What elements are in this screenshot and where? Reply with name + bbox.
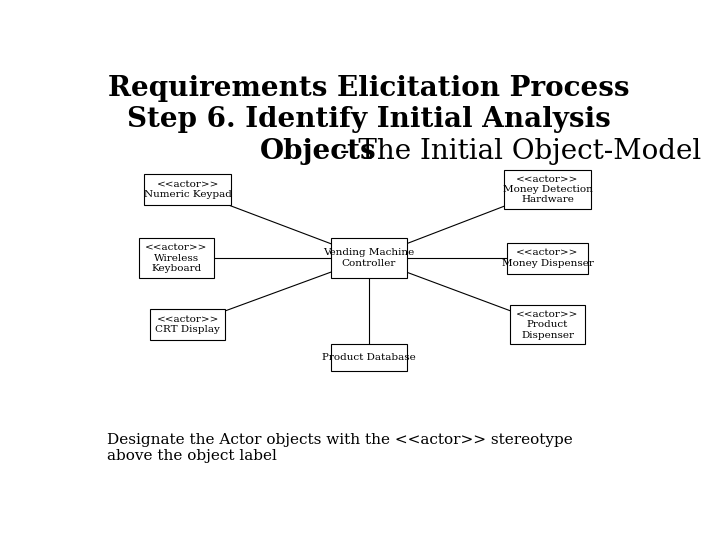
Text: Vending Machine
Controller: Vending Machine Controller [323,248,415,268]
Text: <<actor>>
Wireless
Keyboard: <<actor>> Wireless Keyboard [145,243,207,273]
FancyBboxPatch shape [331,238,407,278]
FancyBboxPatch shape [507,242,588,274]
Text: <<actor>>
Product
Dispenser: <<actor>> Product Dispenser [516,310,579,340]
FancyBboxPatch shape [139,238,214,278]
Text: - The Initial Object-Model: - The Initial Object-Model [340,138,701,165]
Text: Step 6. Identify Initial Analysis: Step 6. Identify Initial Analysis [127,106,611,133]
FancyBboxPatch shape [331,345,407,372]
Text: <<actor>>
Money Detection
Hardware: <<actor>> Money Detection Hardware [503,174,593,205]
Text: <<actor>>
Numeric Keypad: <<actor>> Numeric Keypad [144,180,232,199]
Text: Objects: Objects [260,138,377,165]
Text: Requirements Elicitation Process: Requirements Elicitation Process [108,75,630,102]
Text: Designate the Actor objects with the <<actor>> stereotype
above the object label: Designate the Actor objects with the <<a… [107,433,572,463]
FancyBboxPatch shape [510,305,585,345]
FancyBboxPatch shape [504,170,591,210]
Text: <<actor>>
Money Dispenser: <<actor>> Money Dispenser [502,248,593,268]
FancyBboxPatch shape [145,174,231,205]
FancyBboxPatch shape [150,309,225,340]
Text: <<actor>>
CRT Display: <<actor>> CRT Display [156,315,220,334]
Text: Product Database: Product Database [322,354,416,362]
